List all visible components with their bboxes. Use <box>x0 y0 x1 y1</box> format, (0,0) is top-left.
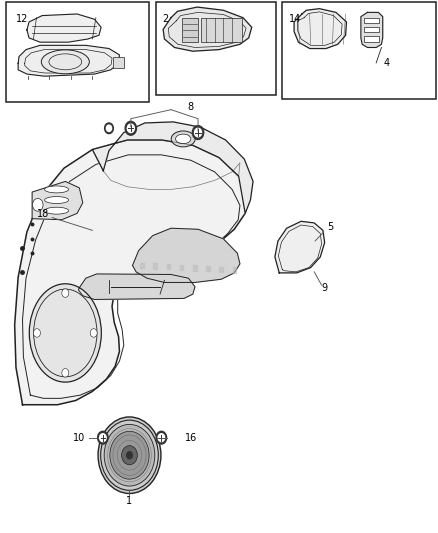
Text: 14: 14 <box>289 14 301 24</box>
Polygon shape <box>163 7 252 51</box>
Bar <box>182 18 198 42</box>
Ellipse shape <box>29 284 101 382</box>
Polygon shape <box>294 9 346 49</box>
Polygon shape <box>361 12 383 47</box>
Circle shape <box>99 434 106 442</box>
Circle shape <box>126 451 133 459</box>
Text: 12: 12 <box>16 14 28 24</box>
Ellipse shape <box>45 197 69 204</box>
Polygon shape <box>18 45 120 76</box>
Text: 16: 16 <box>184 433 197 443</box>
Bar <box>364 18 379 23</box>
Polygon shape <box>27 14 101 42</box>
Circle shape <box>90 329 97 337</box>
Circle shape <box>127 124 134 133</box>
Ellipse shape <box>171 131 195 147</box>
Text: 4: 4 <box>384 58 390 68</box>
Text: 10: 10 <box>73 433 85 443</box>
Bar <box>155 2 276 95</box>
Ellipse shape <box>45 186 69 193</box>
Circle shape <box>98 417 161 494</box>
Circle shape <box>158 434 165 442</box>
Circle shape <box>62 289 69 297</box>
Text: 1: 1 <box>127 496 133 506</box>
Polygon shape <box>275 221 325 273</box>
Polygon shape <box>92 122 253 213</box>
Circle shape <box>32 198 43 211</box>
Bar <box>113 56 124 68</box>
Circle shape <box>98 431 108 444</box>
Bar <box>7 2 149 102</box>
Bar <box>201 18 242 42</box>
Circle shape <box>33 329 40 337</box>
Circle shape <box>106 125 112 132</box>
Polygon shape <box>14 140 247 405</box>
Circle shape <box>122 446 138 465</box>
Circle shape <box>104 424 155 486</box>
Bar <box>364 27 379 32</box>
Polygon shape <box>78 274 195 300</box>
Ellipse shape <box>41 50 89 74</box>
Text: 8: 8 <box>187 102 194 112</box>
Circle shape <box>62 368 69 377</box>
Text: 18: 18 <box>37 209 49 220</box>
Circle shape <box>110 431 149 479</box>
Circle shape <box>105 123 113 134</box>
Circle shape <box>192 126 204 140</box>
Circle shape <box>125 122 137 135</box>
Ellipse shape <box>45 207 69 214</box>
Polygon shape <box>133 228 240 282</box>
Circle shape <box>194 128 201 137</box>
Bar <box>283 2 436 99</box>
Text: 2: 2 <box>162 14 169 24</box>
Polygon shape <box>32 181 83 220</box>
Circle shape <box>156 431 166 444</box>
Text: 9: 9 <box>321 283 328 293</box>
Text: 5: 5 <box>327 222 333 232</box>
Ellipse shape <box>176 134 191 144</box>
Bar <box>364 36 379 42</box>
